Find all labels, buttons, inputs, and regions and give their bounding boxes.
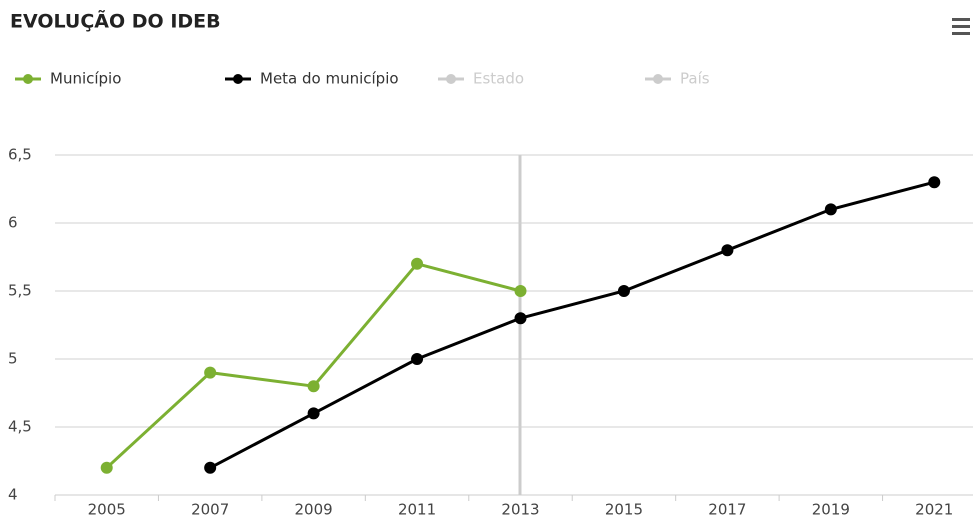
series-line xyxy=(105,262,521,469)
y-tick-label: 5 xyxy=(8,350,18,368)
legend-label: Município xyxy=(50,70,121,88)
point xyxy=(514,285,527,297)
legend-marker xyxy=(233,74,243,84)
x-tick-label: 2021 xyxy=(915,501,953,519)
x-tick-label: 2007 xyxy=(191,501,229,519)
series-line xyxy=(209,180,935,470)
chart-title: EVOLUÇÃO DO IDEB xyxy=(10,9,221,33)
point xyxy=(824,203,837,216)
legend-label: Estado xyxy=(473,70,524,88)
point xyxy=(204,366,217,379)
point xyxy=(307,380,320,393)
x-tick-label: 2013 xyxy=(501,501,539,519)
legend-label: Meta do município xyxy=(260,70,399,88)
x-tick-label: 2009 xyxy=(295,501,333,519)
point xyxy=(100,461,113,474)
x-tick-label: 2017 xyxy=(708,501,746,519)
legend-marker xyxy=(23,74,33,84)
y-tick-label: 4,5 xyxy=(8,418,32,436)
y-tick-label: 6,5 xyxy=(8,146,32,164)
point xyxy=(617,285,630,297)
y-tick-label: 4 xyxy=(8,486,18,504)
y-tick-label: 5,5 xyxy=(8,282,32,300)
y-tick-label: 6 xyxy=(8,214,18,232)
x-tick-label: 2005 xyxy=(88,501,126,519)
point xyxy=(514,312,527,325)
point xyxy=(307,407,320,420)
x-tick-label: 2011 xyxy=(398,501,436,519)
point xyxy=(721,244,734,257)
point xyxy=(204,461,217,474)
x-tick-label: 2019 xyxy=(812,501,850,519)
point xyxy=(411,353,424,365)
x-tick-label: 2015 xyxy=(605,501,643,519)
menu-icon[interactable] xyxy=(952,18,970,35)
point xyxy=(411,257,424,270)
point xyxy=(928,176,941,189)
legend-label: País xyxy=(680,70,710,88)
legend-marker xyxy=(446,74,456,84)
legend-marker xyxy=(653,74,663,84)
